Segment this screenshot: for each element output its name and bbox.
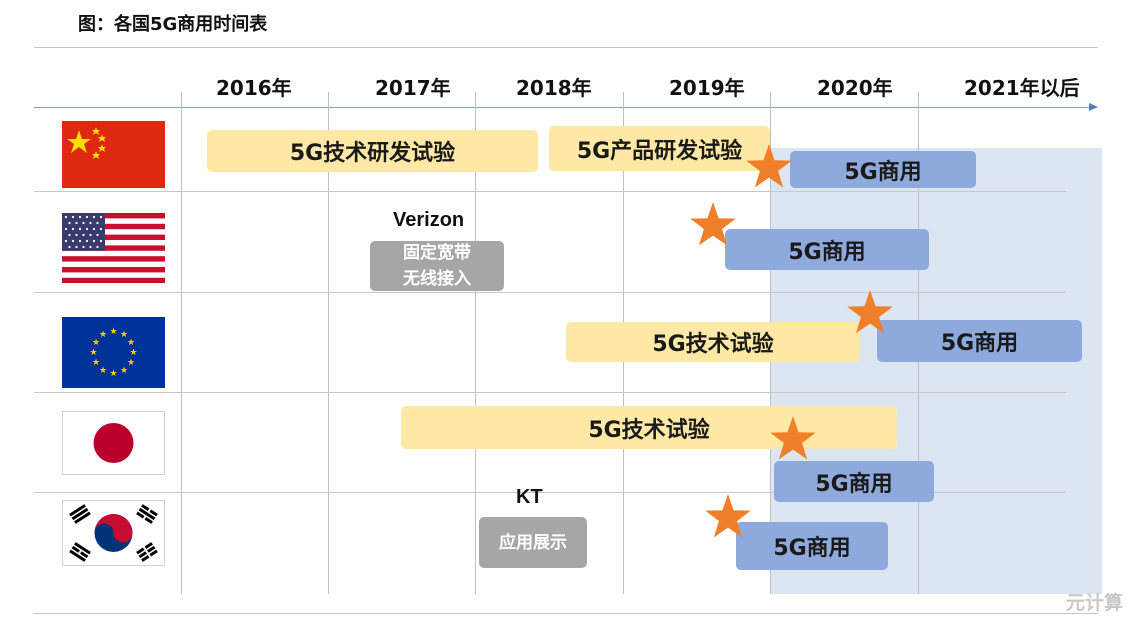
korea-operator-label: KT xyxy=(516,486,543,508)
page-title: 图：各国5G商用时间表 xyxy=(78,14,268,35)
japan-launch-star-icon xyxy=(770,416,816,460)
japan-commercial-bar: 5G商用 xyxy=(774,461,934,502)
japan-flag-icon xyxy=(62,411,165,475)
korea-demo-box: 应用展示 xyxy=(479,517,587,568)
grid-line xyxy=(328,92,329,594)
svg-text:★: ★ xyxy=(99,330,107,340)
svg-text:★: ★ xyxy=(120,330,128,340)
eu-commercial-bar: 5G商用 xyxy=(877,320,1082,362)
year-2020: 2020年 xyxy=(817,76,893,100)
row-divider xyxy=(34,191,1066,192)
watermark-logo: 元计算 xyxy=(1065,592,1123,614)
usa-fwa-line2: 无线接入 xyxy=(403,269,471,289)
korea-commercial-bar: 5G商用 xyxy=(736,522,888,570)
svg-text:★: ★ xyxy=(99,366,107,376)
year-2016: 2016年 xyxy=(216,76,292,100)
top-divider xyxy=(34,47,1098,48)
china-launch-star-icon xyxy=(746,144,792,188)
china-product-trial-bar: 5G产品研发试验 xyxy=(549,126,770,171)
japan-tech-trial-bar: 5G技术试验 xyxy=(401,406,897,449)
future-period-shade xyxy=(770,148,1102,594)
row-divider xyxy=(34,392,1066,393)
china-commercial-bar: 5G商用 xyxy=(790,151,976,188)
china-flag-icon xyxy=(62,121,165,188)
grid-line xyxy=(475,92,476,594)
korea-flag-icon xyxy=(62,500,165,566)
usa-operator-label: Verizon xyxy=(393,209,465,231)
svg-text:★: ★ xyxy=(89,348,97,358)
eu-tech-trial-bar: 5G技术试验 xyxy=(566,322,860,362)
row-divider xyxy=(34,292,1066,293)
eu-launch-star-icon xyxy=(847,290,893,334)
eu-flag-icon: ★ ★★ ★★★ ★★★ ★★★ xyxy=(62,317,165,388)
svg-text:★: ★ xyxy=(92,338,100,348)
row-divider xyxy=(34,492,1066,493)
usa-launch-star-icon xyxy=(690,202,736,246)
svg-text:★: ★ xyxy=(92,358,100,368)
svg-text:★: ★ xyxy=(129,348,137,358)
usa-commercial-bar: 5G商用 xyxy=(725,229,929,270)
svg-text:★: ★ xyxy=(109,327,117,337)
year-2019: 2019年 xyxy=(669,76,745,100)
year-2018: 2018年 xyxy=(516,76,592,100)
year-2017: 2017年 xyxy=(375,76,451,100)
svg-text:★: ★ xyxy=(120,366,128,376)
svg-text:★: ★ xyxy=(127,338,135,348)
svg-text:★: ★ xyxy=(127,358,135,368)
timeline-axis xyxy=(34,107,1090,108)
svg-text:★: ★ xyxy=(109,369,117,379)
usa-fwa-line1: 固定宽带 xyxy=(403,243,471,263)
usa-flag-icon xyxy=(62,213,165,283)
usa-fwa-box: 固定宽带 无线接入 xyxy=(370,241,504,291)
china-rnd-trial-bar: 5G技术研发试验 xyxy=(207,130,538,172)
korea-launch-star-icon xyxy=(705,494,751,538)
grid-line xyxy=(181,92,182,594)
year-2021-later: 2021年以后 xyxy=(964,76,1080,100)
timeline-arrow-icon xyxy=(1089,103,1098,111)
bottom-divider xyxy=(34,613,1098,614)
